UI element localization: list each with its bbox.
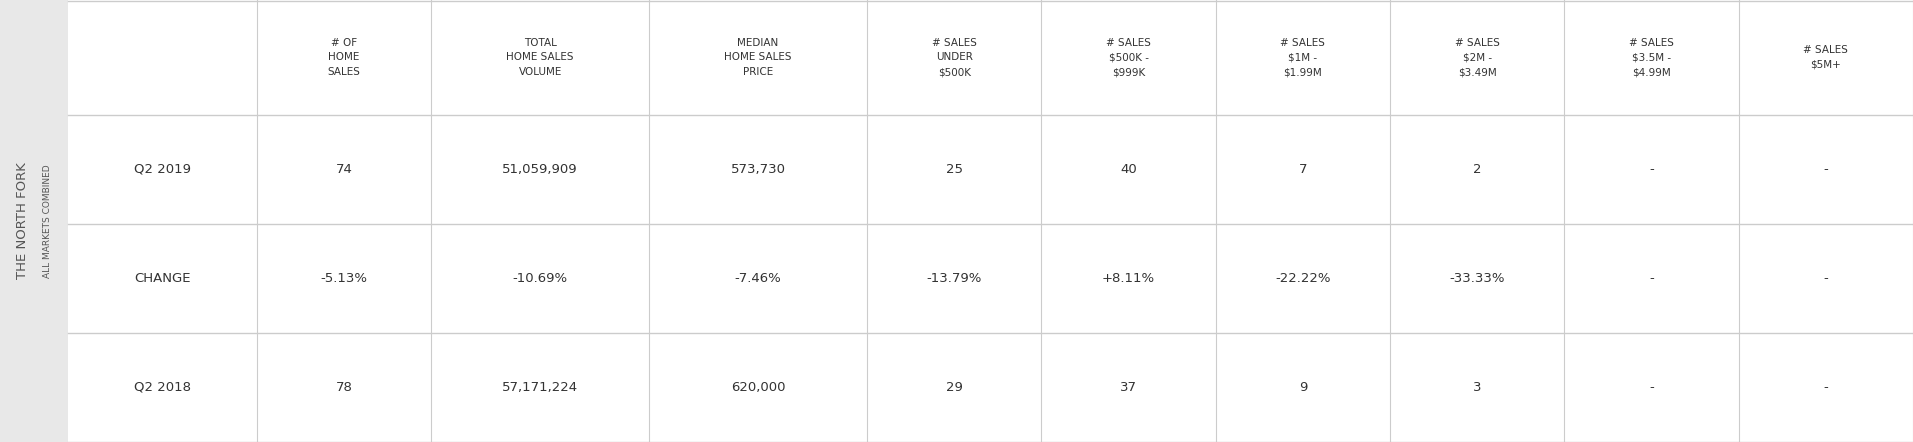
Text: 25: 25 <box>945 163 962 176</box>
Text: # OF
HOME
SALES: # OF HOME SALES <box>327 38 360 77</box>
Text: 573,730: 573,730 <box>731 163 786 176</box>
Text: # SALES
UNDER
$500K: # SALES UNDER $500K <box>932 38 978 77</box>
Text: -: - <box>1823 163 1829 176</box>
Text: -7.46%: -7.46% <box>735 272 781 285</box>
Text: 3: 3 <box>1473 381 1481 394</box>
Text: # SALES
$5M+: # SALES $5M+ <box>1804 45 1848 70</box>
Text: # SALES
$3.5M -
$4.99M: # SALES $3.5M - $4.99M <box>1630 38 1674 77</box>
Text: -33.33%: -33.33% <box>1450 272 1506 285</box>
Text: 74: 74 <box>335 163 352 176</box>
Text: TOTAL
HOME SALES
VOLUME: TOTAL HOME SALES VOLUME <box>507 38 574 77</box>
Text: 9: 9 <box>1299 381 1307 394</box>
Text: 2: 2 <box>1473 163 1481 176</box>
Text: # SALES
$2M -
$3.49M: # SALES $2M - $3.49M <box>1454 38 1500 77</box>
Text: -13.79%: -13.79% <box>926 272 981 285</box>
Bar <box>0 0 69 442</box>
Text: +8.11%: +8.11% <box>1102 272 1155 285</box>
Text: 57,171,224: 57,171,224 <box>501 381 578 394</box>
Text: 78: 78 <box>335 381 352 394</box>
Text: # SALES
$500K -
$999K: # SALES $500K - $999K <box>1106 38 1152 77</box>
Text: THE NORTH FORK: THE NORTH FORK <box>17 163 29 279</box>
Text: CHANGE: CHANGE <box>134 272 191 285</box>
Text: 37: 37 <box>1119 381 1136 394</box>
Text: 7: 7 <box>1299 163 1307 176</box>
Text: -10.69%: -10.69% <box>513 272 568 285</box>
Text: 29: 29 <box>945 381 962 394</box>
Text: -: - <box>1823 381 1829 394</box>
Text: 51,059,909: 51,059,909 <box>503 163 578 176</box>
Text: 40: 40 <box>1121 163 1136 176</box>
Text: Q2 2019: Q2 2019 <box>134 163 191 176</box>
Text: -: - <box>1649 163 1655 176</box>
Text: ALL MARKETS COMBINED: ALL MARKETS COMBINED <box>42 164 52 278</box>
Text: # SALES
$1M -
$1.99M: # SALES $1M - $1.99M <box>1280 38 1326 77</box>
Text: -5.13%: -5.13% <box>321 272 367 285</box>
Text: -: - <box>1823 272 1829 285</box>
Text: -22.22%: -22.22% <box>1276 272 1331 285</box>
Text: MEDIAN
HOME SALES
PRICE: MEDIAN HOME SALES PRICE <box>725 38 792 77</box>
Text: 620,000: 620,000 <box>731 381 786 394</box>
Text: Q2 2018: Q2 2018 <box>134 381 191 394</box>
Text: -: - <box>1649 272 1655 285</box>
Text: -: - <box>1649 381 1655 394</box>
